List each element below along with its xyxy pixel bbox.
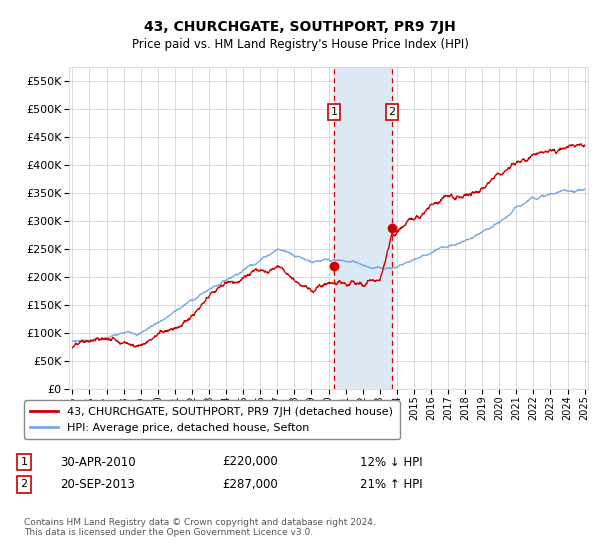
Text: 1: 1	[331, 107, 338, 117]
Text: 1: 1	[20, 457, 28, 467]
Legend: 43, CHURCHGATE, SOUTHPORT, PR9 7JH (detached house), HPI: Average price, detache: 43, CHURCHGATE, SOUTHPORT, PR9 7JH (deta…	[23, 400, 400, 439]
Text: 2: 2	[388, 107, 395, 117]
Text: Contains HM Land Registry data © Crown copyright and database right 2024.
This d: Contains HM Land Registry data © Crown c…	[24, 518, 376, 538]
Text: £287,000: £287,000	[222, 478, 278, 491]
Text: 21% ↑ HPI: 21% ↑ HPI	[360, 478, 422, 491]
Bar	[334, 67, 392, 389]
Text: 2: 2	[20, 479, 28, 489]
Text: Price paid vs. HM Land Registry's House Price Index (HPI): Price paid vs. HM Land Registry's House …	[131, 38, 469, 50]
Text: £220,000: £220,000	[222, 455, 278, 469]
Text: 20-SEP-2013: 20-SEP-2013	[60, 478, 135, 491]
Text: 12% ↓ HPI: 12% ↓ HPI	[360, 455, 422, 469]
Text: 43, CHURCHGATE, SOUTHPORT, PR9 7JH: 43, CHURCHGATE, SOUTHPORT, PR9 7JH	[144, 20, 456, 34]
Text: 30-APR-2010: 30-APR-2010	[60, 455, 136, 469]
